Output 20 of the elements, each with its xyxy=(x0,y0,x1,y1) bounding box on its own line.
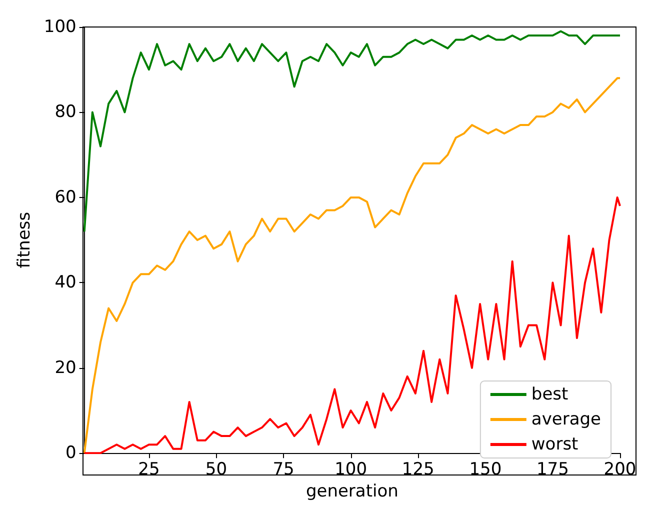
x-tick-label: 150 xyxy=(469,460,502,480)
x-tick-label: 50 xyxy=(205,460,228,480)
x-tick-label: 200 xyxy=(604,460,636,480)
x-axis-title: generation xyxy=(306,482,398,502)
x-tick-label: 25 xyxy=(138,460,160,480)
legend-label: best xyxy=(531,384,569,404)
x-tick-label: 75 xyxy=(272,460,294,480)
y-tick-label: 60 xyxy=(54,187,76,208)
y-tick-label: 0 xyxy=(66,443,76,464)
y-tick-label: 100 xyxy=(44,17,76,37)
x-tick-label: 125 xyxy=(402,460,434,480)
legend-label: worst xyxy=(531,434,579,454)
y-tick-label: 40 xyxy=(54,272,76,293)
y-tick-label: 20 xyxy=(54,358,76,378)
x-tick-label: 100 xyxy=(334,460,368,480)
x-tick-label: 175 xyxy=(536,460,569,480)
y-axis-title: fitness xyxy=(14,212,34,268)
y-tick-label: 80 xyxy=(54,102,76,122)
line-series xyxy=(83,30,621,233)
legend-label: average xyxy=(531,410,601,430)
